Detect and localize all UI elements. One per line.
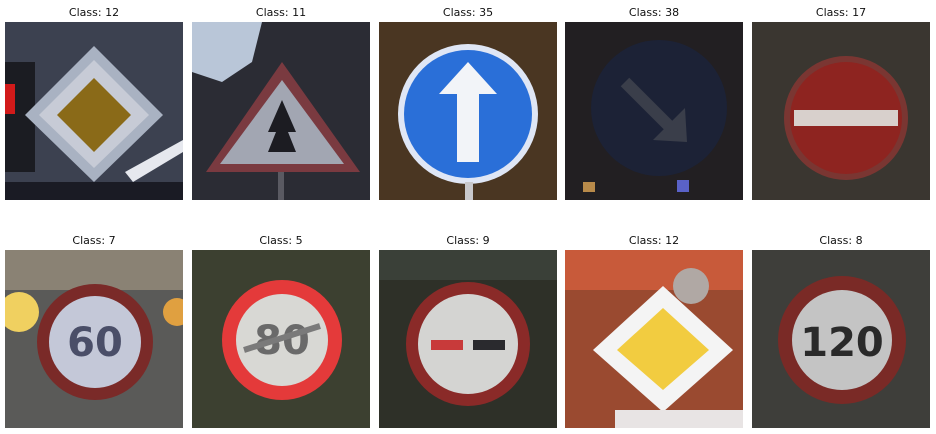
panel-title: Class: 17 — [815, 6, 867, 19]
panel-title: Class: 7 — [72, 234, 116, 247]
speed-limit-sign-image: 60 — [5, 250, 183, 428]
panel-title: Class: 12 — [628, 234, 680, 247]
priority-road-sign-image — [565, 250, 743, 428]
no-entry-sign-image — [752, 22, 930, 200]
keep-right-sign-image — [565, 22, 743, 200]
panel-title: Class: 38 — [628, 6, 680, 19]
panel-title: Class: 12 — [68, 6, 120, 19]
right-of-way-warning-sign-image — [192, 22, 370, 200]
ahead-only-sign-image — [379, 22, 557, 200]
panel-title: Class: 9 — [446, 234, 490, 247]
svg-text:60: 60 — [67, 320, 123, 366]
panel-title: Class: 5 — [259, 234, 303, 247]
speed-limit-sign-image: 120 — [752, 250, 930, 428]
panel-title: Class: 35 — [442, 6, 494, 19]
speed-limit-sign-image: 80 — [192, 250, 370, 428]
svg-text:120: 120 — [800, 320, 884, 366]
no-passing-sign-image — [379, 250, 557, 428]
panel-title: Class: 11 — [255, 6, 307, 19]
panel-title: Class: 8 — [819, 234, 863, 247]
priority-road-sign-image — [5, 22, 183, 200]
